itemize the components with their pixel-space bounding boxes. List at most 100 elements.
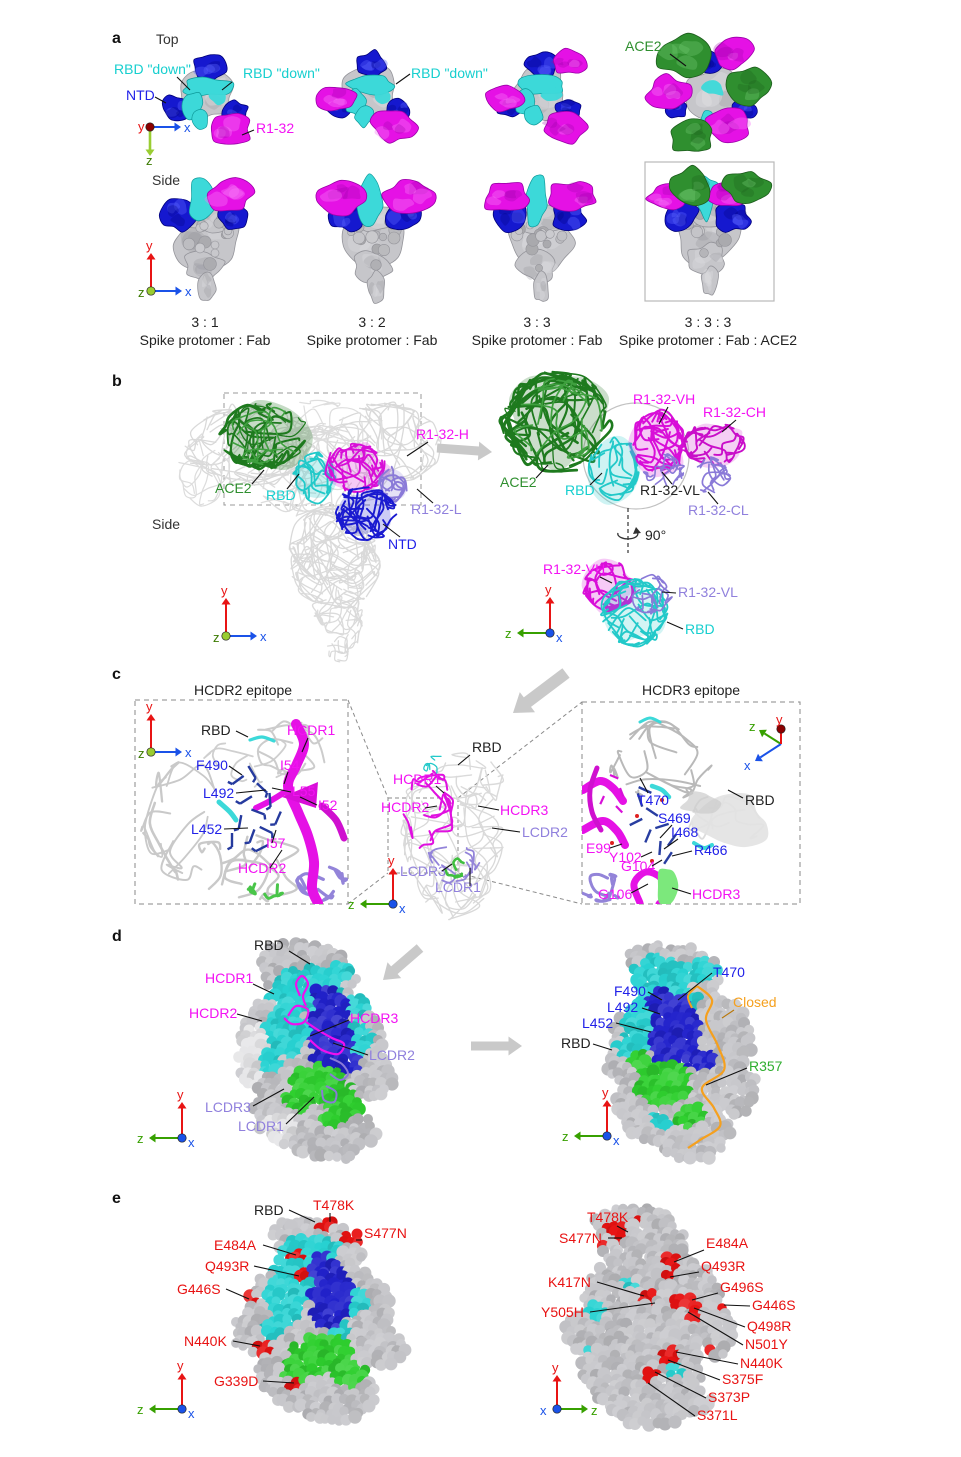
svg-text:I52: I52: [318, 797, 338, 813]
svg-text:HCDR2: HCDR2: [381, 799, 429, 815]
svg-text:N501Y: N501Y: [745, 1336, 788, 1352]
svg-text:L492: L492: [607, 999, 638, 1015]
svg-text:x: x: [399, 901, 406, 916]
svg-text:c: c: [112, 666, 121, 683]
svg-text:R1-32-H: R1-32-H: [416, 426, 469, 442]
svg-text:G446S: G446S: [752, 1297, 796, 1313]
svg-text:LCDR1: LCDR1: [238, 1118, 284, 1134]
svg-text:R1-32-CH: R1-32-CH: [703, 404, 766, 420]
svg-text:Spike protomer : Fab: Spike protomer : Fab: [307, 332, 438, 348]
svg-text:RBD "down": RBD "down": [243, 65, 320, 81]
svg-text:S373P: S373P: [708, 1389, 750, 1405]
svg-text:L452: L452: [582, 1015, 613, 1031]
svg-text:LCDR2: LCDR2: [369, 1047, 415, 1063]
svg-text:HCDR3 epitope: HCDR3 epitope: [642, 682, 740, 698]
svg-text:LCDR3: LCDR3: [205, 1099, 251, 1115]
svg-text:E99: E99: [586, 840, 611, 856]
svg-text:z: z: [348, 897, 355, 912]
svg-text:R1-32-VH: R1-32-VH: [633, 391, 695, 407]
svg-text:NTD: NTD: [388, 536, 417, 552]
svg-text:y: y: [388, 853, 395, 868]
svg-text:z: z: [137, 1402, 144, 1417]
svg-text:T470: T470: [713, 964, 745, 980]
svg-text:R1-32-L: R1-32-L: [411, 501, 462, 517]
svg-text:x: x: [188, 1135, 195, 1150]
svg-text:z: z: [562, 1129, 569, 1144]
svg-text:x: x: [556, 630, 563, 645]
svg-text:RBD: RBD: [266, 487, 296, 503]
svg-text:z: z: [146, 153, 153, 168]
svg-text:y: y: [177, 1087, 184, 1102]
svg-text:z: z: [138, 285, 145, 300]
svg-text:3 : 2: 3 : 2: [358, 314, 385, 330]
svg-text:HCDR1: HCDR1: [287, 722, 335, 738]
svg-text:Side: Side: [152, 516, 180, 532]
svg-text:y: y: [545, 582, 552, 597]
svg-text:3 : 3: 3 : 3: [523, 314, 550, 330]
svg-text:HCDR3: HCDR3: [692, 886, 740, 902]
svg-text:S469: S469: [658, 810, 691, 826]
svg-text:E484A: E484A: [214, 1237, 257, 1253]
svg-text:Q493R: Q493R: [205, 1258, 249, 1274]
svg-text:T478K: T478K: [313, 1197, 355, 1213]
svg-text:RBD: RBD: [685, 621, 715, 637]
svg-text:Y102: Y102: [609, 849, 642, 865]
svg-text:RBD: RBD: [565, 482, 595, 498]
svg-text:ACE2: ACE2: [500, 474, 537, 490]
svg-text:y: y: [146, 238, 153, 253]
svg-text:x: x: [188, 1406, 195, 1421]
svg-text:G339D: G339D: [214, 1373, 258, 1389]
svg-text:RBD: RBD: [745, 792, 775, 808]
svg-text:HCDR1: HCDR1: [393, 771, 441, 787]
svg-text:G104: G104: [621, 858, 655, 874]
svg-text:RBD: RBD: [201, 722, 231, 738]
svg-text:I57: I57: [266, 835, 286, 851]
svg-text:Side: Side: [152, 172, 180, 188]
svg-text:L55: L55: [292, 783, 316, 799]
svg-text:a: a: [112, 30, 121, 47]
svg-text:HCDR2: HCDR2: [238, 860, 286, 876]
svg-text:RBD "down": RBD "down": [114, 61, 191, 77]
svg-text:NTD: NTD: [126, 87, 155, 103]
svg-text:Q498R: Q498R: [747, 1318, 791, 1334]
svg-text:R1-32-CL: R1-32-CL: [688, 502, 749, 518]
svg-text:G106: G106: [598, 886, 632, 902]
svg-text:z: z: [137, 1131, 144, 1146]
svg-text:z: z: [749, 719, 756, 734]
svg-text:L452: L452: [191, 821, 222, 837]
svg-text:F490: F490: [614, 983, 646, 999]
svg-text:RBD: RBD: [254, 937, 284, 953]
svg-text:HCDR3: HCDR3: [500, 802, 548, 818]
svg-text:R1-32: R1-32: [256, 120, 294, 136]
svg-text:y: y: [776, 712, 783, 727]
svg-text:T470: T470: [637, 792, 669, 808]
svg-text:d: d: [112, 928, 122, 945]
svg-text:RBD "down": RBD "down": [411, 65, 488, 81]
svg-text:90°: 90°: [645, 527, 666, 543]
svg-text:S375F: S375F: [722, 1371, 763, 1387]
svg-text:S477N: S477N: [364, 1225, 407, 1241]
svg-text:R1-32-VL: R1-32-VL: [678, 584, 738, 600]
svg-text:x: x: [260, 629, 267, 644]
svg-text:T478K: T478K: [587, 1209, 629, 1225]
svg-text:F490: F490: [196, 757, 228, 773]
svg-text:y: y: [138, 119, 145, 134]
svg-text:LCDR1: LCDR1: [435, 879, 481, 895]
svg-text:x: x: [540, 1403, 547, 1418]
svg-text:x: x: [185, 284, 192, 299]
svg-text:x: x: [184, 120, 191, 135]
svg-text:Top: Top: [156, 31, 179, 47]
svg-text:Y505H: Y505H: [541, 1304, 584, 1320]
svg-text:HCDR2 epitope: HCDR2 epitope: [194, 682, 292, 698]
svg-text:N440K: N440K: [740, 1355, 783, 1371]
svg-text:e: e: [112, 1190, 121, 1207]
svg-text:LCDR2: LCDR2: [522, 824, 568, 840]
svg-text:RBD: RBD: [561, 1035, 591, 1051]
svg-text:HCDR2: HCDR2: [189, 1005, 237, 1021]
svg-text:E484A: E484A: [706, 1235, 749, 1251]
svg-text:RBD: RBD: [472, 739, 502, 755]
svg-text:3 : 3 : 3: 3 : 3 : 3: [685, 314, 732, 330]
svg-text:Q493R: Q493R: [701, 1258, 745, 1274]
svg-text:N440K: N440K: [184, 1333, 227, 1349]
svg-text:R466: R466: [694, 842, 728, 858]
